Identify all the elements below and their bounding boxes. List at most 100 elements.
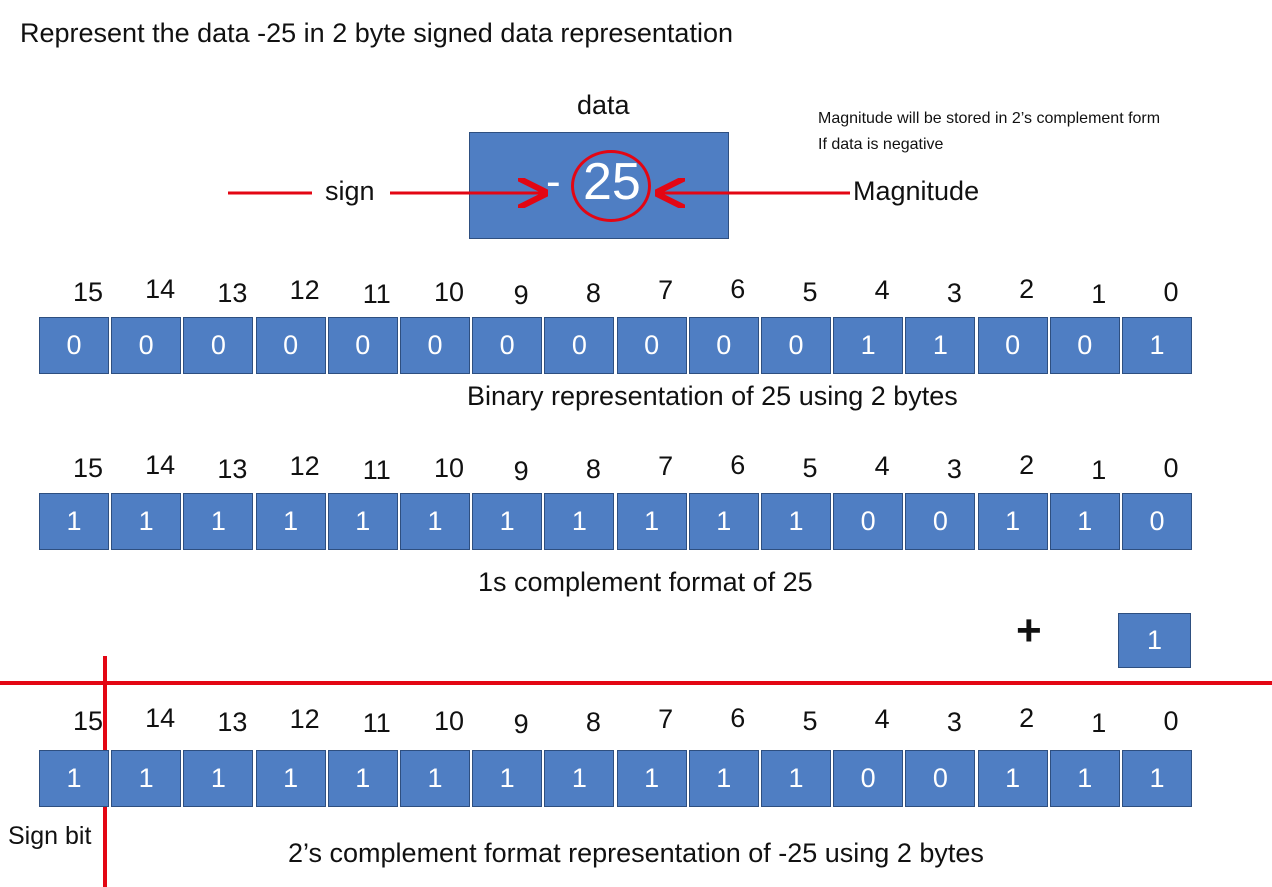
bit-cell-8: 1 xyxy=(544,493,615,550)
bit-cell-14: 0 xyxy=(111,317,182,374)
plus-one-cell: 1 xyxy=(1118,613,1191,668)
bit-cell-15: 1 xyxy=(39,493,109,550)
bit-cell-6: 0 xyxy=(688,317,759,374)
bit-cell-15: 0 xyxy=(39,317,109,374)
bit-index-12: 12 xyxy=(289,704,320,734)
note-line-2: If data is negative xyxy=(818,136,944,153)
bit-cell-11: 1 xyxy=(327,493,398,550)
bit-cell-5: 0 xyxy=(761,317,831,374)
bit-index-9: 9 xyxy=(513,280,529,310)
bit-cell-2: 0 xyxy=(977,317,1048,374)
bit-index-2: 2 xyxy=(1019,274,1035,304)
bit-index-8: 8 xyxy=(585,454,601,484)
bit-index-13: 13 xyxy=(217,454,248,484)
bit-index-14: 14 xyxy=(145,450,176,480)
bit-index-2: 2 xyxy=(1019,703,1035,733)
bit-cell-6: 1 xyxy=(688,493,759,550)
bit-cell-9: 1 xyxy=(472,493,543,550)
bit-index-14: 14 xyxy=(145,274,176,304)
data-box xyxy=(469,132,729,239)
bit-index-5: 5 xyxy=(802,706,818,736)
bit-cell-10: 0 xyxy=(400,317,470,374)
bit-cell-3: 0 xyxy=(905,493,976,550)
bit-cell-9: 1 xyxy=(472,750,543,807)
bit-cell-11: 0 xyxy=(327,317,398,374)
bit-index-3: 3 xyxy=(946,707,962,737)
bit-cell-13: 0 xyxy=(183,317,254,374)
bit-index-13: 13 xyxy=(217,278,248,308)
bit-index-6: 6 xyxy=(730,274,746,304)
bit-index-6: 6 xyxy=(730,450,746,480)
bit-cell-14: 1 xyxy=(111,750,182,807)
bit-cell-1: 0 xyxy=(1049,317,1120,374)
bit-cell-7: 1 xyxy=(616,493,687,550)
bit-cell-1: 1 xyxy=(1049,493,1120,550)
bit-cell-6: 1 xyxy=(688,750,759,807)
bit-cell-10: 1 xyxy=(400,750,470,807)
slide-title: Represent the data -25 in 2 byte signed … xyxy=(20,18,733,48)
bit-cell-12: 1 xyxy=(255,493,326,550)
bit-index-5: 5 xyxy=(802,277,818,307)
bit-index-15: 15 xyxy=(72,453,104,483)
bit-index-10: 10 xyxy=(433,453,465,483)
bit-cell-3: 1 xyxy=(905,317,976,374)
bit-index-11: 11 xyxy=(362,708,391,738)
bit-index-11: 11 xyxy=(362,279,391,309)
bit-index-1: 1 xyxy=(1091,279,1107,309)
caption-ones-complement: 1s complement format of 25 xyxy=(478,567,813,597)
bit-cell-3: 0 xyxy=(905,750,976,807)
bit-index-3: 3 xyxy=(946,278,962,308)
bit-cell-10: 1 xyxy=(400,493,470,550)
sign-bit-label: Sign bit xyxy=(8,822,92,850)
bit-index-4: 4 xyxy=(874,451,890,481)
bit-cell-8: 1 xyxy=(544,750,615,807)
bit-index-3: 3 xyxy=(946,454,962,484)
bit-index-4: 4 xyxy=(874,704,890,734)
bit-cell-7: 1 xyxy=(616,750,687,807)
bit-index-1: 1 xyxy=(1091,455,1107,485)
bit-index-5: 5 xyxy=(802,453,818,483)
bit-cell-7: 0 xyxy=(616,317,687,374)
magnitude-highlight-circle xyxy=(571,150,651,222)
bit-cell-12: 1 xyxy=(255,750,326,807)
bit-cell-13: 1 xyxy=(183,493,254,550)
bit-cell-14: 1 xyxy=(111,493,182,550)
bit-cell-12: 0 xyxy=(255,317,326,374)
bit-cell-4: 0 xyxy=(833,493,904,550)
caption-binary-25: Binary representation of 25 using 2 byte… xyxy=(467,381,958,411)
bit-index-0: 0 xyxy=(1163,706,1179,736)
bit-cell-9: 0 xyxy=(472,317,543,374)
bit-index-15: 15 xyxy=(72,706,104,736)
bit-index-8: 8 xyxy=(585,707,601,737)
bit-cell-8: 0 xyxy=(544,317,615,374)
bit-index-10: 10 xyxy=(433,277,465,307)
bit-cell-11: 1 xyxy=(327,750,398,807)
bit-cell-4: 1 xyxy=(833,317,904,374)
bit-index-13: 13 xyxy=(217,707,248,737)
bit-cell-0: 1 xyxy=(1122,750,1192,807)
bit-index-11: 11 xyxy=(362,455,391,485)
bit-index-12: 12 xyxy=(289,275,320,305)
bit-index-0: 0 xyxy=(1163,277,1179,307)
bit-index-12: 12 xyxy=(289,451,320,481)
bit-index-2: 2 xyxy=(1019,450,1035,480)
bit-cell-15: 1 xyxy=(39,750,109,807)
bit-cell-2: 1 xyxy=(977,750,1048,807)
bit-index-6: 6 xyxy=(730,703,746,733)
bit-cell-0: 0 xyxy=(1122,493,1192,550)
bit-cell-1: 1 xyxy=(1049,750,1120,807)
bit-index-7: 7 xyxy=(658,704,674,734)
bit-cell-5: 1 xyxy=(761,493,831,550)
bit-index-4: 4 xyxy=(874,275,890,305)
data-minus-sign: - xyxy=(546,157,561,206)
bit-index-10: 10 xyxy=(433,706,465,736)
magnitude-label: Magnitude xyxy=(853,176,980,206)
bit-index-15: 15 xyxy=(72,277,104,307)
sign-label: sign xyxy=(325,176,375,206)
plus-sign: + xyxy=(1016,606,1042,655)
bit-cell-13: 1 xyxy=(183,750,254,807)
bit-index-0: 0 xyxy=(1163,453,1179,483)
